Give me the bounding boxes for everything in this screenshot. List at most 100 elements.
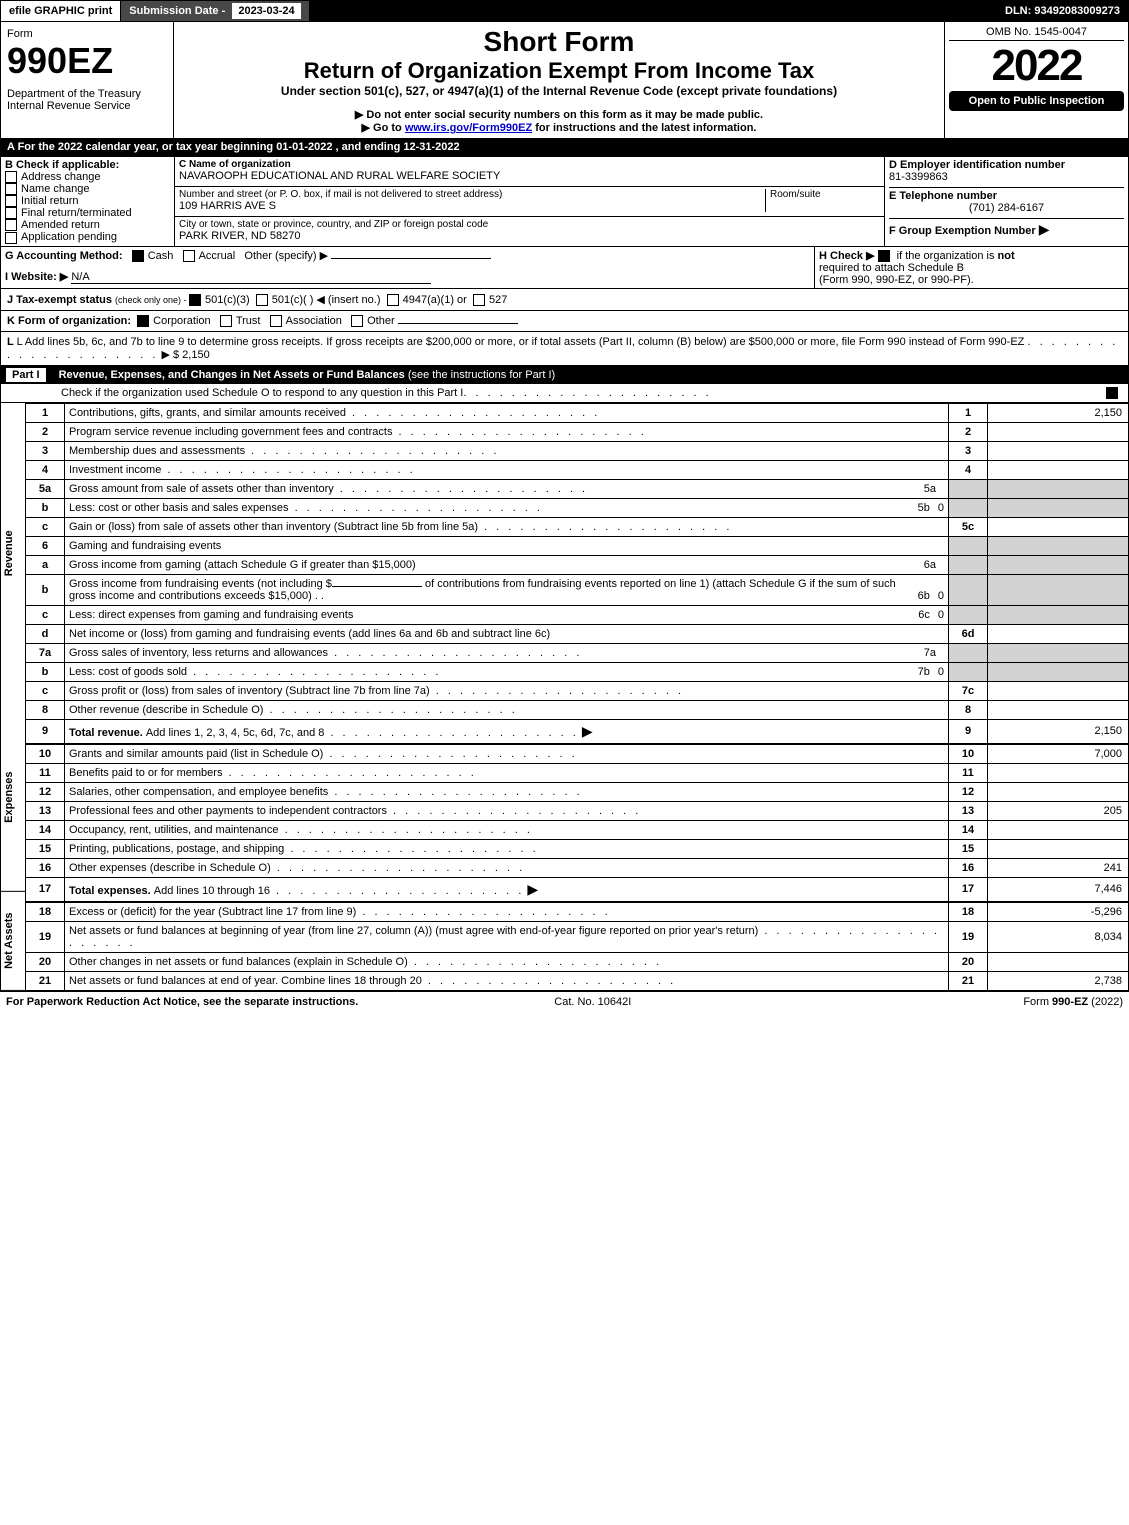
line-7b-samt: 0 [934, 663, 948, 681]
line-2-idx: 2 [949, 422, 988, 441]
checkbox-trust[interactable] [220, 315, 232, 327]
footer-left: For Paperwork Reduction Act Notice, see … [6, 996, 358, 1008]
line-9: 9Total revenue. Add lines 1, 2, 3, 4, 5c… [26, 719, 1128, 744]
goto-link[interactable]: www.irs.gov/Form990EZ [405, 122, 532, 134]
line-6a-sidx: 6a [920, 556, 940, 574]
checkbox-501c[interactable] [256, 294, 268, 306]
line-15-idx: 15 [949, 839, 988, 858]
other-specify-input[interactable] [331, 258, 491, 259]
line-1-idx: 1 [949, 403, 988, 422]
header-left: Form 990EZ Department of the Treasury In… [1, 22, 174, 138]
checkbox-accrual[interactable] [183, 250, 195, 262]
ssn-warning: ▶ Do not enter social security numbers o… [178, 108, 940, 121]
line-5c-num: c [26, 517, 65, 536]
goto-tail: for instructions and the latest informat… [532, 122, 756, 134]
line-7c-num: c [26, 681, 65, 700]
checkbox-assoc[interactable] [270, 315, 282, 327]
line-11-num: 11 [26, 763, 65, 782]
goto-line: ▶ Go to www.irs.gov/Form990EZ for instru… [178, 121, 940, 134]
line-20-idx: 20 [949, 952, 988, 971]
section-b-heading: B Check if applicable: [5, 159, 170, 171]
line-20-amt [988, 952, 1129, 971]
phone-value: (701) 284-6167 [889, 202, 1124, 214]
line-2: 2Program service revenue including gover… [26, 422, 1128, 441]
checkbox-other-org[interactable] [351, 315, 363, 327]
line-7b-label: Less: cost of goods sold [69, 666, 187, 678]
dots-icon [478, 521, 732, 533]
checkbox-initial-return[interactable]: Initial return [5, 195, 170, 207]
checkbox-amended[interactable]: Amended return [5, 219, 170, 231]
line-7b-idx-grey [949, 662, 988, 681]
room-label: Room/suite [770, 189, 880, 200]
line-5c-idx: 5c [949, 517, 988, 536]
checkbox-name-change[interactable]: Name change [5, 183, 170, 195]
line-18-num: 18 [26, 902, 65, 922]
line-3-idx: 3 [949, 441, 988, 460]
lines-table: 1Contributions, gifts, grants, and simil… [26, 403, 1128, 991]
checkbox-address-change[interactable]: Address change [5, 171, 170, 183]
checkbox-527[interactable] [473, 294, 485, 306]
line-10-amt: 7,000 [988, 744, 1129, 764]
line-6b-blank[interactable] [332, 586, 422, 587]
line-18-idx: 18 [949, 902, 988, 922]
line-4-amt [988, 460, 1129, 479]
section-e-heading: E Telephone number [889, 187, 1124, 202]
dots-icon [279, 824, 533, 836]
section-j-label: J Tax-exempt status [7, 294, 115, 306]
checkbox-501c3[interactable] [189, 294, 201, 306]
org-name: NAVAROOPH EDUCATIONAL AND RURAL WELFARE … [179, 170, 880, 182]
checkbox-pending[interactable]: Application pending [5, 231, 170, 243]
line-7a-amt-grey [988, 643, 1129, 662]
checkbox-cash[interactable] [132, 250, 144, 262]
line-14-idx: 14 [949, 820, 988, 839]
vertical-labels: Revenue Expenses Net Assets [1, 403, 26, 991]
dots-icon [161, 464, 415, 476]
line-8-label: Other revenue (describe in Schedule O) [69, 704, 263, 716]
line-8-amt [988, 700, 1129, 719]
section-c-city-heading: City or town, state or province, country… [179, 219, 880, 230]
footer: For Paperwork Reduction Act Notice, see … [0, 991, 1129, 1012]
line-6: 6Gaming and fundraising events [26, 536, 1128, 555]
line-5a-idx-grey [949, 479, 988, 498]
ein-value: 81-3399863 [889, 171, 1124, 183]
submission-date: 2023-03-24 [232, 3, 300, 19]
submission-label: Submission Date - [129, 5, 228, 17]
line-6-amt-grey [988, 536, 1129, 555]
line-6a-num: a [26, 555, 65, 574]
dots-icon [356, 906, 610, 918]
line-4: 4Investment income4 [26, 460, 1128, 479]
section-k: K Form of organization: Corporation Trus… [0, 311, 1129, 332]
other-org-input[interactable] [398, 323, 518, 324]
checkbox-schedule-o[interactable] [1106, 387, 1118, 399]
efile-label[interactable]: efile GRAPHIC print [1, 1, 120, 21]
line-21-idx: 21 [949, 971, 988, 990]
line-6b-sidx: 6b [914, 587, 934, 605]
line-20-label: Other changes in net assets or fund bala… [69, 956, 408, 968]
label-other-org: Other [367, 315, 395, 327]
section-i-label: I Website: ▶ [5, 271, 68, 283]
checkbox-schedule-b[interactable] [878, 250, 890, 262]
dots-icon [289, 502, 543, 514]
label-assoc: Association [286, 315, 342, 327]
section-a: A For the 2022 calendar year, or tax yea… [0, 138, 1129, 156]
line-7a-label: Gross sales of inventory, less returns a… [69, 647, 328, 659]
line-6a-idx-grey [949, 555, 988, 574]
header-center: Short Form Return of Organization Exempt… [174, 22, 944, 138]
form-word: Form [7, 28, 167, 40]
line-11-label: Benefits paid to or for members [69, 767, 222, 779]
line-21-num: 21 [26, 971, 65, 990]
line-5c-amt [988, 517, 1129, 536]
line-7a-num: 7a [26, 643, 65, 662]
checkbox-4947[interactable] [387, 294, 399, 306]
line-17-label-tail: Add lines 10 through 16 [154, 885, 270, 897]
goto-prefix: ▶ Go to [362, 122, 405, 134]
line-3-amt [988, 441, 1129, 460]
checkbox-corp[interactable] [137, 315, 149, 327]
line-5b-samt: 0 [934, 499, 948, 517]
line-6b-amt-grey [988, 574, 1129, 605]
footer-right-year: (2022) [1088, 996, 1123, 1008]
part-i-check-dots [463, 387, 711, 399]
line-16: 16Other expenses (describe in Schedule O… [26, 858, 1128, 877]
line-6c-amt-grey [988, 605, 1129, 624]
checkbox-final-return[interactable]: Final return/terminated [5, 207, 170, 219]
